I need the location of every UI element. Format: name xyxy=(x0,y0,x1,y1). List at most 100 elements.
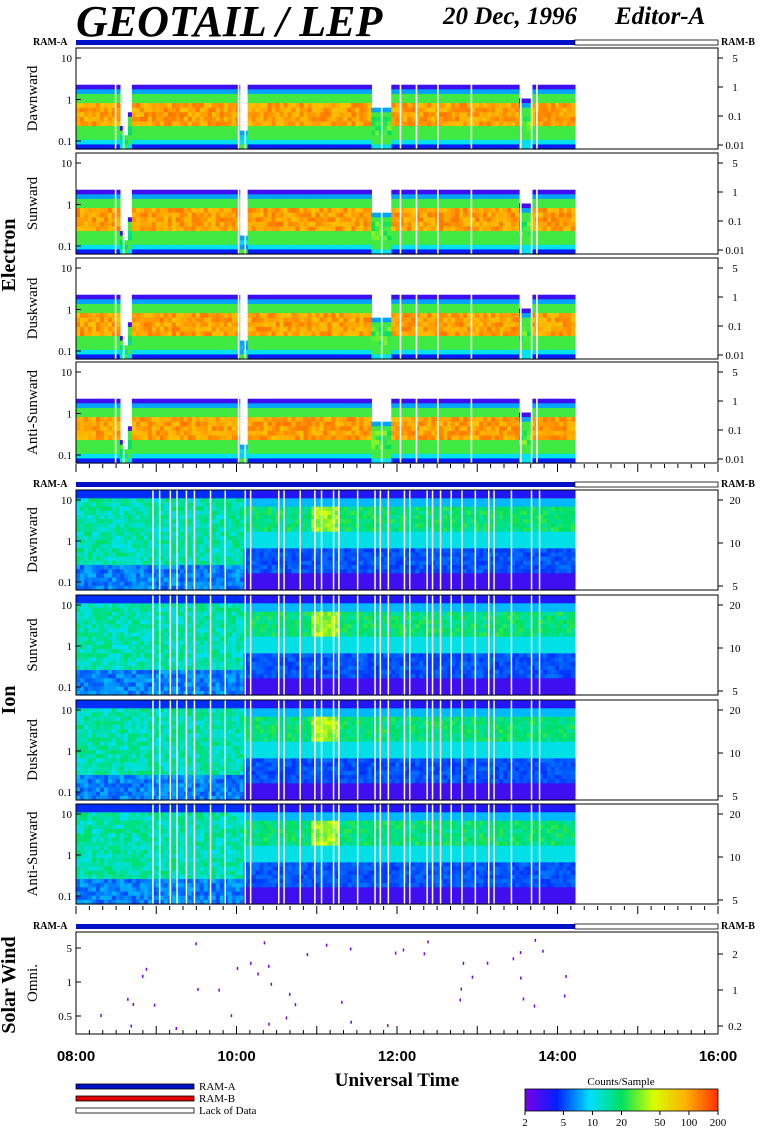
heatmap-cell xyxy=(187,303,193,310)
heatmap-cell xyxy=(431,107,436,113)
heatmap-cell xyxy=(423,116,428,123)
heatmap-cell xyxy=(143,345,149,351)
heatmap-cell xyxy=(546,135,552,141)
heatmap-cell xyxy=(335,194,341,200)
heatmap-cell xyxy=(507,84,512,90)
heatmap-cell xyxy=(499,107,504,113)
heatmap-cell xyxy=(515,235,520,241)
heatmap-cell xyxy=(562,107,568,113)
heatmap-cell xyxy=(155,221,161,228)
heatmap-cell xyxy=(299,93,305,100)
heatmap-cell xyxy=(399,349,404,356)
heatmap-cell xyxy=(487,308,492,314)
heatmap-cell xyxy=(371,139,376,146)
heatmap-cell xyxy=(399,93,404,100)
heatmap-cell xyxy=(255,221,261,228)
heatmap-cell xyxy=(299,349,305,356)
heatmap-cell xyxy=(431,198,436,205)
heatmap-cell xyxy=(423,126,428,132)
heatmap-cell xyxy=(171,322,177,328)
data-gap xyxy=(244,153,247,254)
heatmap-cell xyxy=(427,189,432,195)
heatmap-cell xyxy=(283,203,289,209)
heatmap-cell xyxy=(79,313,85,319)
heatmap-cell xyxy=(175,313,181,319)
heatmap-cell xyxy=(367,135,372,141)
heatmap-cell xyxy=(159,212,165,218)
heatmap-cell xyxy=(307,308,313,314)
heatmap-cell xyxy=(207,336,213,342)
heatmap-cell xyxy=(191,336,197,342)
heatmap-cell xyxy=(550,194,556,200)
heatmap-cell xyxy=(187,336,193,342)
heatmap-cell xyxy=(507,231,512,237)
heatmap-cell xyxy=(303,212,309,218)
heatmap-cell xyxy=(319,294,325,300)
heatmap-cell xyxy=(411,345,416,351)
heatmap-cell xyxy=(371,112,376,118)
heatmap-cell xyxy=(103,189,109,195)
heatmap-cell xyxy=(455,116,460,123)
heatmap-cell xyxy=(247,308,253,314)
heatmap-cell xyxy=(299,322,305,328)
heatmap-cell xyxy=(271,249,277,255)
heatmap-cell xyxy=(407,84,412,90)
heatmap-cell xyxy=(155,231,161,237)
heatmap-cell xyxy=(111,217,117,223)
heatmap-cell xyxy=(159,198,165,205)
heatmap-cell xyxy=(271,326,277,333)
heatmap-cell xyxy=(483,331,488,337)
heatmap-cell xyxy=(343,326,348,333)
heatmap-cell xyxy=(383,326,388,333)
heatmap-cell xyxy=(223,217,229,223)
heatmap-cell xyxy=(526,139,532,146)
heatmap-cell xyxy=(371,144,376,150)
heatmap-cell xyxy=(447,326,452,333)
heatmap-cell xyxy=(570,139,576,146)
heatmap-cell xyxy=(135,116,141,123)
heatmap-cell xyxy=(467,212,472,218)
heatmap-cell xyxy=(367,294,372,300)
heatmap-cell xyxy=(339,249,344,255)
heatmap-cell xyxy=(419,198,424,205)
heatmap-cell xyxy=(495,336,500,342)
heatmap-cell xyxy=(459,240,464,246)
heatmap-cell xyxy=(355,135,360,141)
heatmap-cell xyxy=(283,126,289,132)
heatmap-cell xyxy=(363,322,368,328)
heatmap-cell xyxy=(95,194,101,200)
heatmap-cell xyxy=(546,116,552,123)
heatmap-cell xyxy=(367,345,372,351)
heatmap-cell xyxy=(91,112,97,118)
heatmap-cell xyxy=(203,208,209,214)
heatmap-cell xyxy=(283,349,289,356)
heatmap-cell xyxy=(570,240,576,246)
heatmap-cell xyxy=(503,208,508,214)
heatmap-cell xyxy=(355,340,360,346)
heatmap-cell xyxy=(487,354,492,360)
heatmap-cell xyxy=(391,331,396,337)
heatmap-cell xyxy=(167,322,173,328)
heatmap-cell xyxy=(391,235,396,241)
heatmap-cell xyxy=(479,98,484,104)
heatmap-cell xyxy=(179,249,185,255)
heatmap-cell xyxy=(343,103,348,109)
heatmap-cell xyxy=(526,240,532,246)
heatmap-cell xyxy=(195,299,201,305)
heatmap-cell xyxy=(151,93,157,100)
heatmap-cell xyxy=(475,317,480,323)
heatmap-cell xyxy=(375,139,380,146)
heatmap-cell xyxy=(199,212,205,218)
heatmap-cell xyxy=(91,326,97,333)
heatmap-cell xyxy=(227,126,233,132)
heatmap-cell xyxy=(179,203,185,209)
heatmap-cell xyxy=(123,345,129,351)
heatmap-cell xyxy=(335,116,341,123)
heatmap-cell xyxy=(355,294,360,300)
heatmap-cell xyxy=(511,244,516,251)
heatmap-cell xyxy=(538,354,544,360)
heatmap-cell xyxy=(263,249,269,255)
heatmap-cell xyxy=(191,139,197,146)
heatmap-cell xyxy=(355,354,360,360)
heatmap-cell xyxy=(523,226,528,232)
